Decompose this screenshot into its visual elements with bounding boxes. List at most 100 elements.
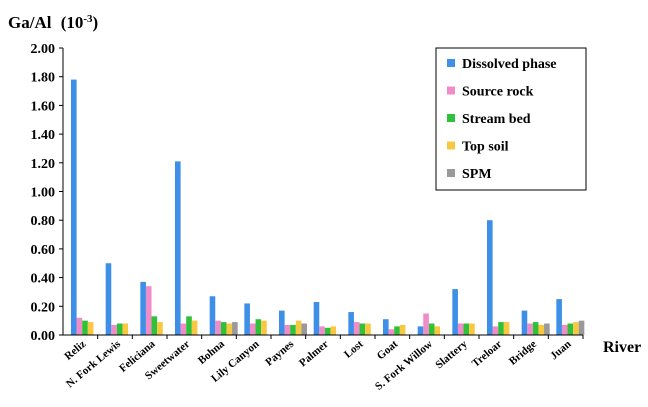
x-category-label: Palmer <box>297 338 331 369</box>
bar <box>434 326 441 335</box>
bar <box>209 296 216 335</box>
x-category-label: Lost <box>342 338 366 361</box>
x-category-label: Bohna <box>196 338 228 367</box>
bar <box>348 312 354 335</box>
legend-box <box>435 47 587 191</box>
y-tick-label: 0.00 <box>31 329 56 344</box>
bar <box>365 323 371 335</box>
bars <box>71 79 585 339</box>
bar <box>255 319 262 335</box>
x-category-label: Treloar <box>470 338 505 370</box>
bar <box>567 323 574 335</box>
x-category-label: Paynes <box>263 338 297 369</box>
y-tick-label: 1.60 <box>31 99 56 114</box>
x-axis-label: River <box>603 339 641 356</box>
bar <box>284 324 291 335</box>
bar <box>561 324 568 335</box>
legend-swatch <box>447 86 455 95</box>
x-category-label: Goat <box>375 338 401 362</box>
bar <box>353 322 360 335</box>
bar <box>82 320 88 335</box>
legend: Dissolved phase Source rock Stream bed Top … <box>435 47 587 191</box>
bar <box>573 322 579 335</box>
bar <box>417 326 424 335</box>
bar <box>463 323 470 335</box>
bar <box>498 322 504 335</box>
bar <box>76 317 83 335</box>
bar <box>290 324 296 335</box>
legend-entry: Top soil <box>462 140 509 155</box>
bar <box>313 301 320 335</box>
bar <box>457 323 464 335</box>
bar <box>383 319 389 335</box>
bar <box>116 323 123 335</box>
bar <box>249 323 256 335</box>
bar <box>469 323 475 335</box>
bar <box>157 322 163 335</box>
bar <box>105 263 112 335</box>
bar <box>324 327 331 335</box>
x-category-label: Bridge <box>507 338 539 368</box>
legend-swatch <box>447 169 455 177</box>
y-tick-label: 1.40 <box>31 128 56 143</box>
bar <box>538 324 545 335</box>
bar <box>423 313 429 335</box>
legend-entry: Dissolved phase <box>462 57 557 72</box>
bar <box>428 323 435 335</box>
bar <box>111 324 117 335</box>
bar <box>359 323 366 335</box>
y-tick-label: 1.00 <box>31 186 56 201</box>
x-category-label: Juan <box>548 338 574 362</box>
legend-swatch <box>447 59 455 67</box>
bar <box>279 310 285 335</box>
bar <box>191 320 198 335</box>
y-axis-ticks: 0.00 0.20 0.40 0.60 0.80 1.00 1.20 1.40 1.60 1.80… <box>31 42 63 344</box>
y-axis-label: Ga/Al (10-3) <box>8 13 98 32</box>
y-tick-label: 2.00 <box>31 42 56 57</box>
bar <box>578 320 585 335</box>
y-tick-label: 0.40 <box>31 272 56 287</box>
y-tick-label: 0.80 <box>31 214 56 229</box>
legend-swatch <box>447 141 455 150</box>
y-tick-label: 1.20 <box>31 157 56 172</box>
y-tick-label: 1.80 <box>31 71 56 86</box>
y-tick-label: 0.20 <box>31 300 56 315</box>
bar <box>527 323 533 335</box>
bar <box>186 316 192 335</box>
bar <box>151 316 158 335</box>
bar <box>226 323 233 335</box>
legend-entry: SPM <box>462 167 492 182</box>
bar <box>503 322 510 335</box>
bar <box>556 299 562 335</box>
bar <box>122 323 129 335</box>
bar <box>452 289 458 335</box>
bar <box>492 326 499 335</box>
bar <box>261 320 267 335</box>
bar <box>319 326 325 335</box>
bar <box>244 303 250 335</box>
bar <box>521 310 528 335</box>
bar <box>399 324 406 335</box>
bar <box>487 220 493 335</box>
bar <box>140 281 146 335</box>
bar <box>215 320 221 335</box>
bar <box>394 326 400 335</box>
bar <box>220 322 227 335</box>
bar <box>145 286 152 335</box>
x-category-label: Reliz <box>62 338 88 363</box>
legend-entry: Stream bed <box>462 112 531 127</box>
bar <box>175 161 181 335</box>
y-tick-label: 0.60 <box>31 243 56 258</box>
bar <box>87 322 94 335</box>
bar <box>71 79 77 335</box>
bar <box>295 320 302 335</box>
x-category-label: Slattery <box>433 338 470 371</box>
bar <box>330 326 337 335</box>
legend-entry: Source rock <box>462 85 534 100</box>
bar <box>544 323 550 335</box>
bar <box>232 322 238 335</box>
bar <box>388 329 395 335</box>
bar <box>301 323 307 335</box>
legend-swatch <box>447 114 455 122</box>
